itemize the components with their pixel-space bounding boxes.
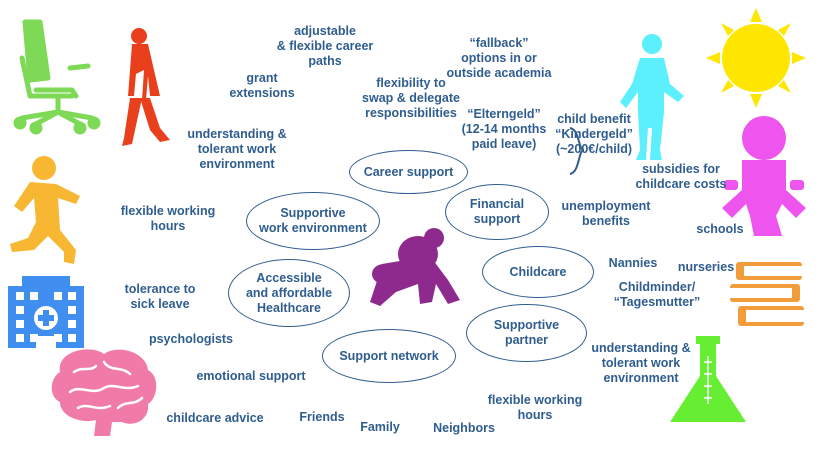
- office-chair-icon: [13, 19, 101, 135]
- label-nurseries: nurseries: [677, 260, 735, 274]
- hub-supportive-work-environment: Supportive work environment: [246, 192, 380, 250]
- hub-supportive-partner: Supportive partner: [466, 304, 587, 362]
- hub-financial-support: Financial support: [445, 184, 549, 240]
- brain-icon: [51, 349, 157, 436]
- label-grant-extensions: grant extensions: [229, 71, 295, 100]
- label-family: Family: [360, 420, 400, 434]
- label-psychologists: psychologists: [148, 332, 234, 346]
- label-understanding-work-env-bottom: understanding & tolerant work environmen…: [591, 341, 691, 385]
- label-tolerance-sick-leave: tolerance to sick leave: [124, 282, 196, 311]
- label-fallback-options: “fallback” options in or outside academi…: [446, 36, 552, 80]
- label-nannies: Nannies: [608, 256, 658, 270]
- label-childcare-advice: childcare advice: [166, 411, 264, 425]
- flask-icon: [670, 336, 746, 422]
- label-understanding-work-env-top: understanding & tolerant work environmen…: [187, 127, 287, 171]
- label-elterngeld: “Elterngeld” (12-14 months paid leave): [461, 107, 547, 151]
- walking-woman-icon: [122, 28, 170, 146]
- label-flexibility-swap: flexibility to swap & delegate responsib…: [362, 76, 460, 120]
- label-childminder: Childminder/ “Tagesmutter”: [613, 280, 701, 309]
- label-flexible-working-hours-bottom: flexible working hours: [487, 393, 583, 422]
- hub-accessible-healthcare: Accessible and affordable Healthcare: [228, 259, 350, 327]
- hub-career-support: Career support: [349, 150, 468, 194]
- sun-icon: [706, 8, 806, 108]
- hub-childcare: Childcare: [482, 246, 594, 298]
- curly-brace: [569, 127, 585, 175]
- label-emotional-support: emotional support: [196, 369, 306, 383]
- label-schools: schools: [696, 222, 744, 236]
- baby-figure-icon: [722, 116, 806, 236]
- running-child-icon: [10, 156, 80, 264]
- label-friends: Friends: [299, 410, 345, 424]
- crawling-baby-icon: [370, 228, 460, 306]
- label-unemployment-benefits: unemployment benefits: [561, 199, 651, 228]
- label-adjustable-career-paths: adjustable & flexible career paths: [276, 24, 374, 68]
- label-neighbors: Neighbors: [433, 421, 495, 435]
- standing-man-icon: [620, 34, 684, 160]
- books-icon: [730, 262, 804, 326]
- hub-support-network: Support network: [322, 329, 456, 383]
- label-child-benefit: child benefit “Kindergeld” (~200€/child): [555, 112, 633, 156]
- label-subsidies-childcare: subsidies for childcare costs: [635, 162, 727, 191]
- label-flexible-working-hours-left: flexible working hours: [120, 204, 216, 233]
- hospital-icon: [8, 276, 84, 348]
